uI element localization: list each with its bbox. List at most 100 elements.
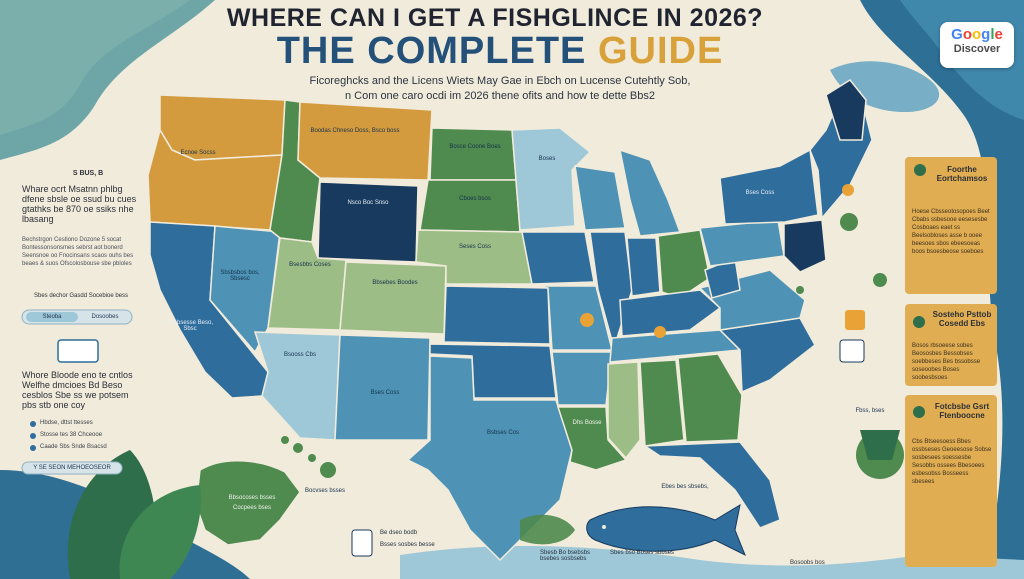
- state-minnesota[interactable]: [511, 127, 592, 231]
- label-wyoming: Nsco Boc Snso: [347, 200, 389, 206]
- bottom-card-sub: Bsses sosbes besse: [380, 542, 435, 548]
- label-utah: Bsesbbs Coses: [289, 262, 331, 268]
- state-arkansas[interactable]: [551, 351, 613, 406]
- right-card-icon-1: [914, 164, 926, 176]
- left-bullet-1: [30, 421, 36, 427]
- pin-icon-ny: [842, 184, 854, 196]
- state-mississippi[interactable]: [607, 361, 641, 460]
- left-bottom-pill: [21, 461, 123, 475]
- left-bullet-3: [30, 445, 36, 451]
- label-california: Scsbsesse Beso, Sbsc: [166, 320, 214, 332]
- state-south-dakota[interactable]: [419, 179, 521, 233]
- state-indiana[interactable]: [626, 237, 661, 297]
- state-new-mexico[interactable]: [334, 334, 431, 441]
- fish-small-left: [520, 514, 575, 545]
- label-nebraska: Seses Coss: [458, 244, 491, 250]
- state-north-dakota[interactable]: [429, 127, 517, 181]
- license-card-icon: [351, 529, 373, 557]
- title-part1: THE COMPLETE: [276, 30, 598, 72]
- label-texas: Bsbses Cos: [486, 430, 519, 436]
- label-florida-note: Ebes bes sbsebs,: [661, 484, 709, 490]
- state-utah[interactable]: [267, 237, 347, 331]
- right-sea: [860, 0, 1024, 579]
- left-list-item-1: Hbdse, dttst ttesses: [40, 420, 93, 426]
- left-list-item-2: Stosse tes 38 Chceooe: [40, 432, 103, 438]
- leaf-decoration-left2: [119, 485, 201, 579]
- state-missouri[interactable]: [533, 285, 613, 351]
- state-pennsylvania[interactable]: [699, 219, 785, 267]
- label-oregon: Ecnoe Socss: [180, 150, 216, 156]
- badge-icon-right2: [873, 273, 887, 287]
- state-maine[interactable]: [825, 79, 867, 141]
- state-alabama[interactable]: [639, 359, 685, 447]
- state-nj-md[interactable]: [783, 219, 827, 273]
- left-pill-left: [26, 312, 78, 322]
- left-panel-title: S BUS, B: [72, 170, 104, 177]
- compass-icon: [580, 313, 594, 327]
- left-card-icon: [57, 339, 99, 363]
- state-iowa[interactable]: [521, 231, 595, 285]
- map-icons: [580, 184, 904, 479]
- state-ohio[interactable]: [657, 229, 711, 299]
- label-hawaii-note: Bocvses bsses: [304, 488, 346, 494]
- subtitle-line2: n Com one caro ocdi im 2026 thene ofits …: [344, 90, 656, 102]
- state-wisconsin[interactable]: [574, 165, 626, 231]
- page-title-line2: THE COMPLETE GUIDE: [190, 30, 810, 73]
- right-card-1: [905, 157, 997, 294]
- google-wordmark: Google: [951, 26, 1003, 43]
- left-panel-link[interactable]: Sbes dechor Gasdd Socebioe bess: [34, 293, 129, 299]
- left-list-item-3: Caade Sbs Snde Bsacsd: [40, 444, 107, 450]
- label-minnesota: Boses: [538, 156, 556, 162]
- right-card-1-body: Hoese Cbsseotosopoes Beet Cbabs ssbesooe…: [912, 209, 990, 255]
- left-pill-right-label[interactable]: Dosoobes: [91, 314, 119, 320]
- bottom-sea: [400, 545, 1024, 579]
- state-arizona[interactable]: [253, 331, 341, 441]
- label-louisiana: Dhs Bosse: [572, 420, 602, 426]
- label-alaska-sub: Cocpees bses: [232, 505, 272, 511]
- label-new-mexico: Bses Coss: [370, 390, 400, 396]
- left-pill-left-label[interactable]: Steoba: [42, 314, 62, 320]
- left-bottom-pill-label[interactable]: Y SE SEON MEHOEOSEOR: [33, 465, 111, 471]
- bottom-fish-note: Sbesb Bo bsebsbs bsebes sosbsebs: [540, 550, 591, 562]
- state-louisiana[interactable]: [556, 406, 628, 471]
- page-subtitle: Ficoreghcks and the Licens Wiets May Gae…: [230, 74, 770, 104]
- bottom-card-title: Be dseo bodb: [380, 530, 418, 536]
- right-card-3-title: Fotcbsbe Gsrt Ftenboocne: [934, 402, 990, 420]
- state-kentucky[interactable]: [619, 289, 722, 337]
- tag-icon-right: [845, 310, 865, 330]
- pin-icon-va: [796, 286, 804, 294]
- state-colorado[interactable]: [339, 261, 447, 335]
- label-south-dakota: Cboes bsos: [459, 196, 491, 202]
- title-part2: GUIDE: [597, 30, 724, 72]
- state-new-york[interactable]: [719, 148, 819, 225]
- state-texas[interactable]: [406, 355, 573, 562]
- lock-shackle-icon: [860, 430, 900, 460]
- label-new-york: Bses Coss: [745, 190, 775, 196]
- state-florida[interactable]: [642, 441, 781, 529]
- state-georgia[interactable]: [677, 353, 743, 443]
- right-card-2: [905, 304, 997, 386]
- right-card-1-title: Foorthe Eortchamsos: [936, 165, 988, 183]
- state-kansas[interactable]: [443, 285, 551, 345]
- state-montana[interactable]: [297, 101, 433, 181]
- right-card-2-title: Sosteho Psttob Cosedd Ebs: [932, 310, 992, 328]
- left-bullet-2: [30, 433, 36, 439]
- left-panel-small: Bechstrgon Cestiono Dozone 5 socat Bonte…: [22, 237, 134, 267]
- left-panel2-body: Whore Bloode eno te cntlos Welfhe dmcioe…: [22, 370, 133, 410]
- right-card-2-body: Bosos rbsoeese sobes Beososbes Bessobses…: [912, 343, 981, 381]
- fish-eye-icon: [602, 525, 606, 529]
- label-colorado: Bbsebes Boodes: [372, 280, 418, 286]
- subtitle-line1: Ficoreghcks and the Licens Wiets May Gae…: [309, 75, 691, 87]
- card-icon-kentucky: [839, 339, 865, 363]
- state-alaska[interactable]: [195, 460, 301, 546]
- state-hawaii[interactable]: [281, 436, 336, 478]
- top-left-texture: [0, 0, 190, 135]
- state-wyoming[interactable]: [317, 181, 419, 263]
- state-michigan[interactable]: [619, 148, 682, 237]
- bottom-leaf-note: Sbes bso Boses sbbses: [610, 550, 675, 556]
- label-north-dakota: Bosce Coone Boes: [449, 144, 501, 150]
- google-discover-badge[interactable]: Google Discover: [940, 22, 1014, 68]
- right-card-icon-3: [913, 406, 925, 418]
- left-panel-body: Whare ocrt Msatnn phlbg dfene sbsle oe s…: [22, 184, 137, 224]
